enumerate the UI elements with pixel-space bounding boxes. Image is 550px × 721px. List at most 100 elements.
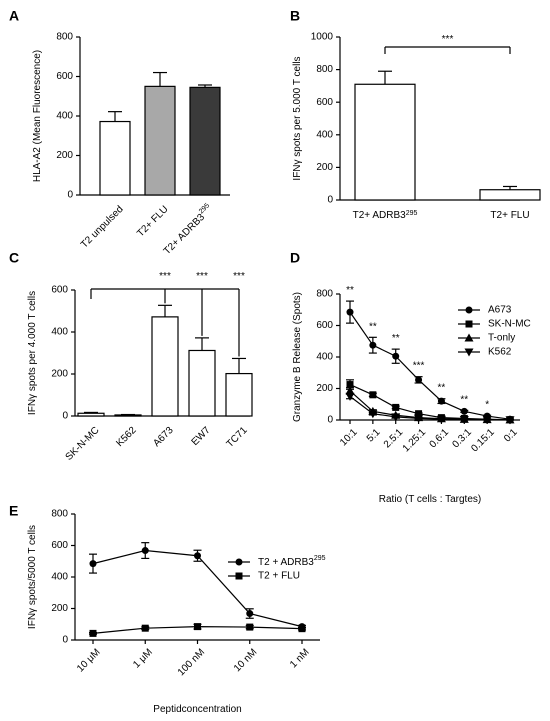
- B-sig-label: ***: [442, 34, 454, 45]
- B-x-tick-label: T2+ FLU: [490, 210, 529, 221]
- D-legend-label-3: K562: [488, 347, 512, 358]
- B-y-tick-label: 600: [316, 97, 333, 108]
- E-y-tick-label: 800: [51, 509, 68, 520]
- C-x-tick-label: SK-N-MC: [64, 425, 102, 463]
- E-series-0-point-3: [246, 610, 254, 618]
- E-series-0-point-0: [89, 560, 97, 568]
- D-x-tick-label: 5:1: [365, 427, 383, 445]
- C-sig-label-1: ***: [196, 271, 208, 282]
- E-legend-marker-0: [235, 558, 243, 566]
- D-series-0-point-2: [392, 352, 400, 360]
- C-y-tick-label: 0: [62, 411, 68, 422]
- E-series-1-point-1: [141, 624, 149, 632]
- B-bar-1: [479, 189, 541, 201]
- D-series-3-point-0: [345, 392, 355, 401]
- C-bar-4: [225, 372, 253, 417]
- D-annotation-6: *: [485, 399, 489, 410]
- E-x-tick-label: 1 nM: [288, 647, 312, 671]
- C-sig-label-0: ***: [159, 271, 171, 282]
- A-y-tick-label: 600: [56, 71, 73, 82]
- E-series-0-point-2: [194, 552, 201, 560]
- panel-label-E: E: [9, 503, 18, 519]
- E-x-axis-label: Peptidconcentration: [153, 704, 241, 715]
- B-y-tick-label: 1000: [311, 32, 334, 43]
- D-x-tick-label: 10:1: [338, 427, 360, 449]
- A-y-axis-label: HLA-A2 (Mean Fluorescence): [32, 50, 43, 182]
- D-annotation-0: **: [346, 285, 354, 296]
- E-series-1-point-3: [246, 623, 254, 631]
- D-series-3-point-1: [368, 410, 378, 419]
- B-bar-0: [354, 83, 416, 201]
- B-y-axis-label: IFNγ spots per 5.000 T cells: [292, 56, 303, 180]
- D-y-tick-label: 0: [327, 415, 333, 426]
- B-y-tick-label: 0: [327, 195, 333, 206]
- D-x-tick-label: 0:1: [502, 427, 520, 445]
- D-legend-marker-0: [465, 306, 473, 314]
- D-series-0-point-0: [346, 308, 354, 316]
- D-annotation-2: **: [392, 333, 400, 344]
- A-bar-2: [189, 86, 221, 196]
- D-legend-label-2: T-only: [488, 333, 515, 344]
- C-x-tick-label: EW7: [190, 425, 213, 448]
- D-series-0-point-5: [460, 407, 468, 415]
- D-y-tick-label: 400: [316, 352, 333, 363]
- B-y-tick-label: 800: [316, 64, 333, 75]
- A-x-tick-label: T2+ FLU: [135, 204, 170, 239]
- panel-label-A: A: [9, 8, 19, 24]
- E-x-tick-label: 1 μM: [131, 647, 155, 671]
- E-x-tick-label: 100 nM: [176, 647, 207, 678]
- A-bar-0: [99, 120, 131, 196]
- D-series-3-point-4: [436, 415, 446, 424]
- D-annotation-3: ***: [413, 361, 425, 372]
- D-series-1-point-0: [346, 381, 354, 389]
- D-series-1-point-1: [369, 391, 377, 399]
- E-series-0-point-1: [141, 547, 149, 555]
- C-y-axis-label: IFNγ spots per 4.000 T cells: [27, 291, 38, 415]
- D-y-axis-label: Granzyme B Release (Spots): [292, 292, 303, 422]
- E-y-tick-label: 0: [62, 635, 68, 646]
- E-y-tick-label: 600: [51, 540, 68, 551]
- D-legend-marker-1: [465, 320, 473, 328]
- D-series-3-point-2: [391, 413, 401, 422]
- C-bar-3: [188, 349, 216, 417]
- C-bar-0: [77, 412, 105, 417]
- C-x-tick-label: TC71: [225, 425, 250, 450]
- C-y-tick-label: 400: [51, 327, 68, 338]
- D-x-tick-label: 1.25:1: [401, 427, 429, 455]
- E-legend-marker-1: [235, 572, 243, 580]
- D-y-tick-label: 600: [316, 320, 333, 331]
- D-series-2-point-0: [345, 386, 355, 395]
- D-series-0-point-3: [415, 376, 423, 384]
- D-x-axis-label: Ratio (T cells : Targtes): [379, 494, 481, 505]
- D-annotation-5: **: [460, 394, 468, 405]
- E-y-axis-label: IFNγ spots/5000 T cells: [27, 525, 38, 629]
- C-bar-2: [151, 316, 179, 417]
- D-legend-label-1: SK-N-MC: [488, 319, 531, 330]
- D-y-tick-label: 800: [316, 289, 333, 300]
- D-y-tick-label: 200: [316, 383, 333, 394]
- A-y-tick-label: 200: [56, 150, 73, 161]
- C-x-tick-label: K562: [114, 425, 139, 450]
- B-y-tick-label: 200: [316, 162, 333, 173]
- D-series-3-point-5: [459, 416, 469, 425]
- D-annotation-1: **: [369, 321, 377, 332]
- A-y-tick-label: 800: [56, 32, 73, 43]
- A-bar-1: [144, 85, 176, 196]
- E-y-tick-label: 400: [51, 572, 68, 583]
- E-y-tick-label: 200: [51, 603, 68, 614]
- A-x-tick-label: T2 unpulsed: [79, 204, 126, 251]
- D-series-0-point-4: [437, 397, 445, 405]
- E-series-1-point-0: [89, 629, 97, 637]
- E-legend-label-1: T2 + FLU: [258, 571, 300, 582]
- E-series-1-point-2: [194, 623, 201, 631]
- A-y-tick-label: 400: [56, 111, 73, 122]
- A-y-tick-label: 0: [67, 190, 73, 201]
- D-series-3-point-3: [414, 414, 424, 423]
- C-sig-label-2: ***: [233, 271, 245, 282]
- D-annotation-4: **: [438, 383, 446, 394]
- D-series-3-point-7: [505, 416, 515, 425]
- D-legend-label-0: A673: [488, 305, 512, 316]
- D-series-1-point-2: [392, 403, 400, 411]
- panel-label-C: C: [9, 250, 19, 266]
